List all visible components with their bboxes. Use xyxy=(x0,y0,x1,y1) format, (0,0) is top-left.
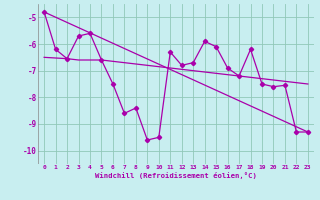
X-axis label: Windchill (Refroidissement éolien,°C): Windchill (Refroidissement éolien,°C) xyxy=(95,172,257,179)
